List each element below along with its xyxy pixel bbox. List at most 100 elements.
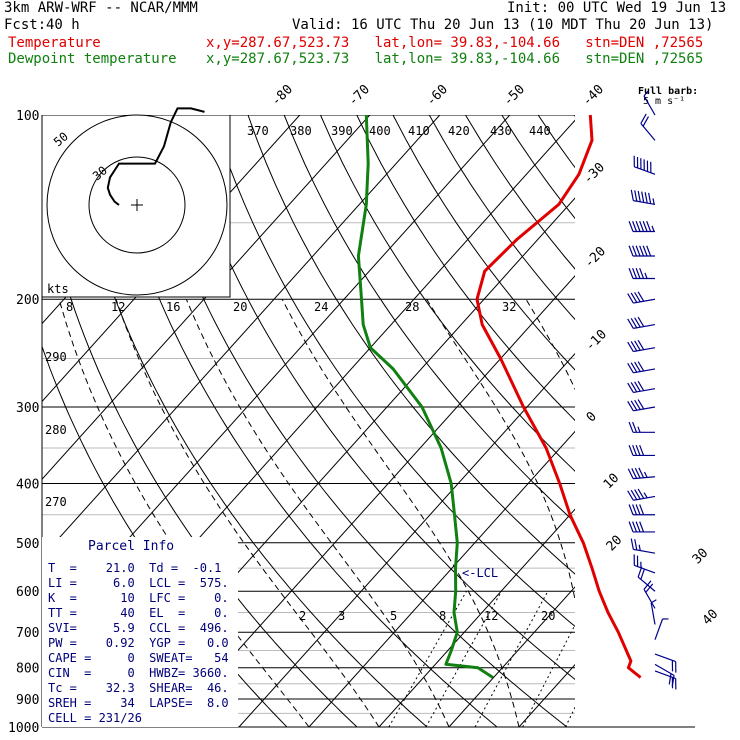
wind-barb-flag <box>646 245 652 257</box>
parcel-info-row: TT = 40 EL = 0. <box>48 606 229 620</box>
moist-adiabat <box>525 298 575 391</box>
wind-barb <box>633 200 656 206</box>
theta-label: 430 <box>490 124 512 138</box>
parcel-info-row: CIN = 0 HWBZ= 3660. <box>48 666 229 680</box>
wind-barb-flag <box>634 361 641 372</box>
wind-barb-flag <box>635 504 641 515</box>
wind-barb-flag <box>630 489 638 500</box>
wind-barb-flag <box>643 492 648 499</box>
mixing-ratio-label: 2 <box>299 609 306 623</box>
forecast-label: Fcst: <box>4 17 47 33</box>
wind-barb <box>633 406 656 412</box>
wind-barb-flag <box>630 318 638 329</box>
wind-barb-flag <box>628 220 634 232</box>
wind-barb-flag <box>634 489 641 500</box>
wind-barb-flag <box>637 361 645 372</box>
moist-adiabat <box>115 299 380 727</box>
isotherm-label: -70 <box>346 82 373 109</box>
mixing-ratio-line <box>565 706 575 727</box>
wind-barb-flag <box>632 504 638 515</box>
pressure-axis-label: 900 <box>16 693 39 708</box>
dry-adiabat <box>211 115 575 628</box>
dry-adiabat <box>175 115 575 681</box>
wind-barb-flag <box>643 471 648 478</box>
speed-scale-label: 12 <box>111 300 125 314</box>
wind-barb-flag <box>650 599 657 604</box>
mixing-ratio-line <box>622 591 686 727</box>
wind-barb-flag <box>627 293 634 304</box>
wind-barb-flag <box>627 318 634 329</box>
wind-barb <box>633 347 656 353</box>
wind-barb-flag <box>627 382 634 393</box>
isotherm-label: -20 <box>582 244 609 271</box>
wind-barb-flag <box>637 339 645 350</box>
dry-adiabat <box>392 115 575 371</box>
wind-barb-flag <box>642 116 650 127</box>
theta-label: 440 <box>529 124 551 138</box>
speed-scale-label: 28 <box>405 300 419 314</box>
theta-label: 410 <box>408 124 430 138</box>
pressure-axis-label: 700 <box>16 626 39 641</box>
isotherm-line <box>238 352 575 727</box>
wind-barb-flag <box>639 521 645 533</box>
dry-adiabat <box>647 115 740 740</box>
wind-barb-flag <box>635 220 641 232</box>
plot-area <box>42 115 740 740</box>
hodograph-box <box>42 115 231 298</box>
barb-legend-value: 5 m s⁻¹ <box>643 96 685 107</box>
dewpoint-profile <box>356 114 494 679</box>
wind-barb-flag <box>637 426 641 433</box>
wind-barb-flag <box>634 381 641 392</box>
dry-adiabat <box>356 115 575 422</box>
parcel-info-row: SREH = 34 LAPSE= 8.0 <box>48 696 229 710</box>
parcel-info-row: Tc = 32.3 SHEAR= 46. <box>48 681 229 695</box>
pressure-axis-label: 400 <box>16 477 39 492</box>
wind-barb-flag <box>637 190 641 202</box>
wind-barb-flag <box>630 400 638 411</box>
isotherm-label: -40 <box>580 82 607 109</box>
wind-barb-flag <box>652 198 655 205</box>
init-time: Init: 00 UTC Wed 19 Jun 13 <box>507 0 727 16</box>
wind-barb-flag <box>632 220 638 232</box>
wind-barb <box>633 548 656 554</box>
dry-adiabat <box>428 115 575 321</box>
pressure-axis-label: 100 <box>16 109 39 124</box>
wind-barb-flag <box>632 268 638 279</box>
isotherm-line <box>168 275 575 727</box>
parcel-info-title: Parcel Info <box>88 539 175 554</box>
mixing-ratio-label: 20 <box>541 609 555 623</box>
isotherm-label: -30 <box>581 160 608 187</box>
hodograph-ring-inner <box>88 156 186 254</box>
wind-barb-flag <box>628 444 634 456</box>
wind-barb-flag <box>628 504 634 515</box>
theta-label: 400 <box>369 124 391 138</box>
isotherm-label: -50 <box>501 82 528 109</box>
pressure-axis-label: 1000 <box>8 721 39 736</box>
isotherm-label: -80 <box>269 82 296 109</box>
wind-barb <box>654 663 675 676</box>
wind-barb-flag <box>634 190 638 202</box>
dry-adiabat <box>102 115 498 727</box>
isotherm-line <box>42 115 371 480</box>
dewpoint-legend: Dewpoint temperature <box>8 51 177 67</box>
dry-adiabat <box>320 115 575 472</box>
parcel-info-row: CELL = 231/26 <box>48 711 142 725</box>
speed-scale-label: 32 <box>502 300 516 314</box>
wind-barb-flag <box>634 467 641 479</box>
wind-barb <box>643 589 656 609</box>
temperature-legend: Temperature <box>8 35 101 51</box>
moist-adiabat <box>281 298 520 727</box>
dry-adiabat <box>465 115 575 270</box>
theta-left-label: 270 <box>45 495 67 509</box>
wind-barb-flag <box>639 220 645 232</box>
mixing-ratio-label: 12 <box>484 609 498 623</box>
parcel-info-row: SVI= 5.9 CCL = 496. <box>48 621 229 635</box>
wind-barb <box>654 670 676 680</box>
wind-barb-flag <box>637 291 645 302</box>
parcel-info-row: K = 10 LFC = 0. <box>48 591 229 605</box>
wind-barb-flag <box>648 192 652 204</box>
isotherm-label: 40 <box>700 607 722 629</box>
mixing-ratio-line <box>388 590 467 727</box>
